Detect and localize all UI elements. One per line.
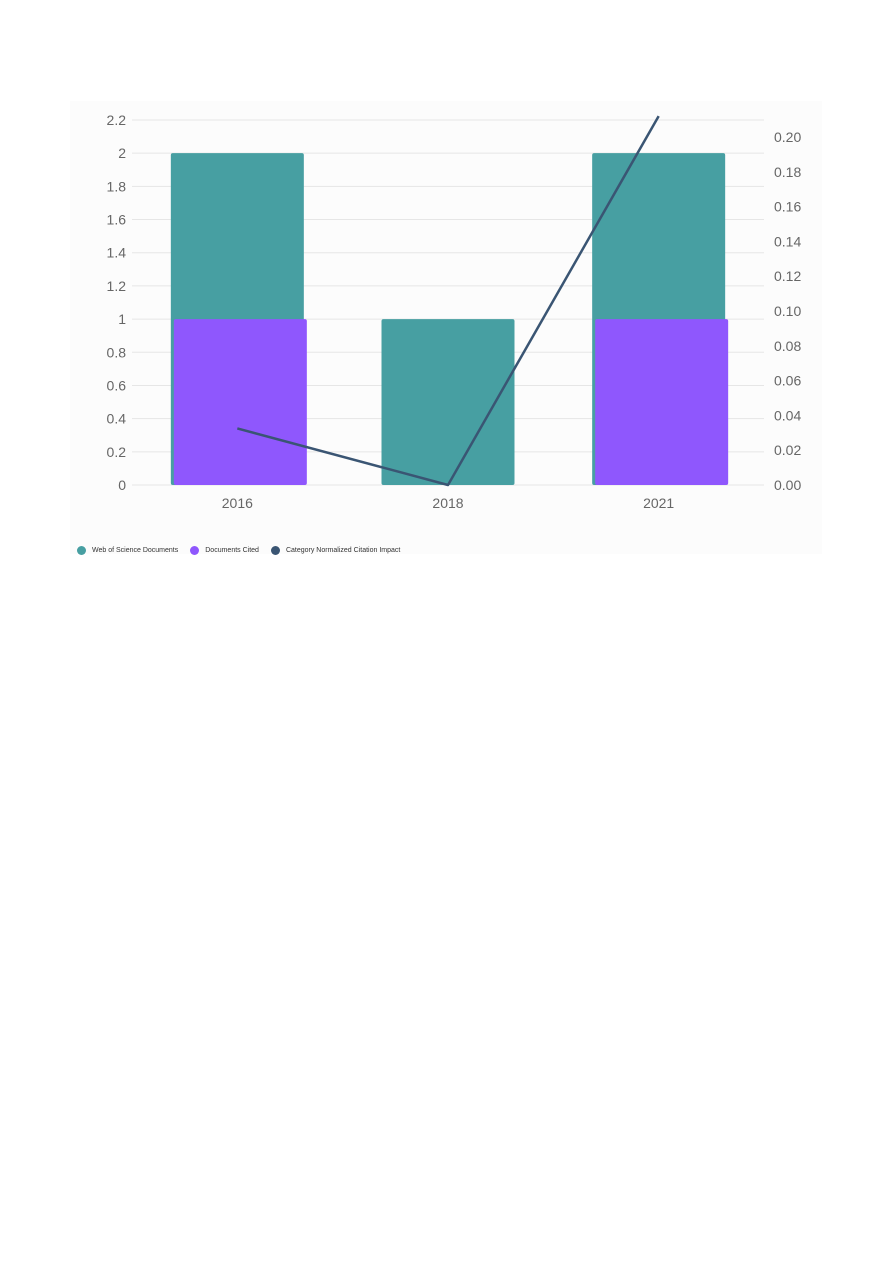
right-tick-label: 0.04 — [774, 407, 801, 423]
legend-swatch-cnci — [270, 545, 280, 555]
right-tick-label: 0.12 — [774, 268, 801, 284]
left-tick-label: 0 — [118, 477, 126, 493]
left-tick-label: 0.4 — [107, 411, 127, 427]
right-tick-label: 0.20 — [774, 129, 801, 145]
legend-item-cnci[interactable]: Category Normalized Citation Impact — [270, 545, 401, 555]
legend-label-cnci: Category Normalized Citation Impact — [285, 546, 401, 554]
right-tick-label: 0.10 — [774, 303, 801, 319]
x-tick-label: 2016 — [222, 495, 253, 511]
legend-swatch-wos-documents — [77, 545, 86, 555]
legend-item-documents-cited[interactable]: Documents Cited — [190, 545, 259, 555]
left-tick-label: 1.6 — [107, 212, 127, 228]
left-tick-label: 0.2 — [107, 444, 127, 460]
combo-chart: 00.20.40.60.811.21.41.61.822.2 0.000.020… — [107, 112, 802, 511]
bar-documents-cited — [173, 319, 307, 485]
left-tick-label: 2 — [118, 145, 126, 161]
right-tick-label: 0.08 — [774, 338, 801, 354]
right-tick-label: 0.16 — [774, 199, 801, 215]
left-tick-label: 2.2 — [107, 112, 127, 128]
left-tick-label: 0.6 — [107, 377, 127, 393]
right-axis-ticks: 0.00 0.02 0.04 0.06 0.08 0.10 0.12 0.14 0.16 0.18… — [774, 129, 801, 493]
right-tick-label: 0.06 — [774, 373, 801, 389]
right-tick-label: 0.14 — [774, 233, 801, 249]
right-tick-label: 0.02 — [774, 442, 801, 458]
right-tick-label: 0.00 — [774, 477, 801, 493]
chart-legend: Web of Science Documents Documents Cited… — [77, 543, 412, 557]
left-tick-label: 1.2 — [107, 278, 127, 294]
legend-swatch-documents-cited — [190, 545, 200, 555]
x-tick-label: 2018 — [432, 495, 463, 511]
legend-label-documents-cited: Documents Cited — [205, 546, 259, 554]
legend-label-wos-documents: Web of Science Documents — [92, 546, 179, 554]
x-axis-ticks: 2016 2018 2021 — [222, 495, 675, 511]
left-tick-label: 1.4 — [107, 245, 127, 261]
bar-wos-documents — [381, 319, 515, 485]
x-tick-label: 2021 — [643, 495, 674, 511]
legend-item-wos-documents[interactable]: Web of Science Documents — [77, 545, 179, 555]
impact-line — [237, 115, 660, 487]
left-tick-label: 1.8 — [107, 178, 127, 194]
right-tick-label: 0.18 — [774, 164, 801, 180]
bars — [170, 153, 729, 485]
left-tick-label: 1 — [118, 311, 126, 327]
left-tick-label: 0.8 — [107, 344, 127, 360]
bar-documents-cited — [595, 319, 729, 485]
left-axis-ticks: 0 0.2 0.4 0.6 0.8 1 1.2 1.4 1.6 1.8 2 2.2 — [107, 112, 127, 493]
